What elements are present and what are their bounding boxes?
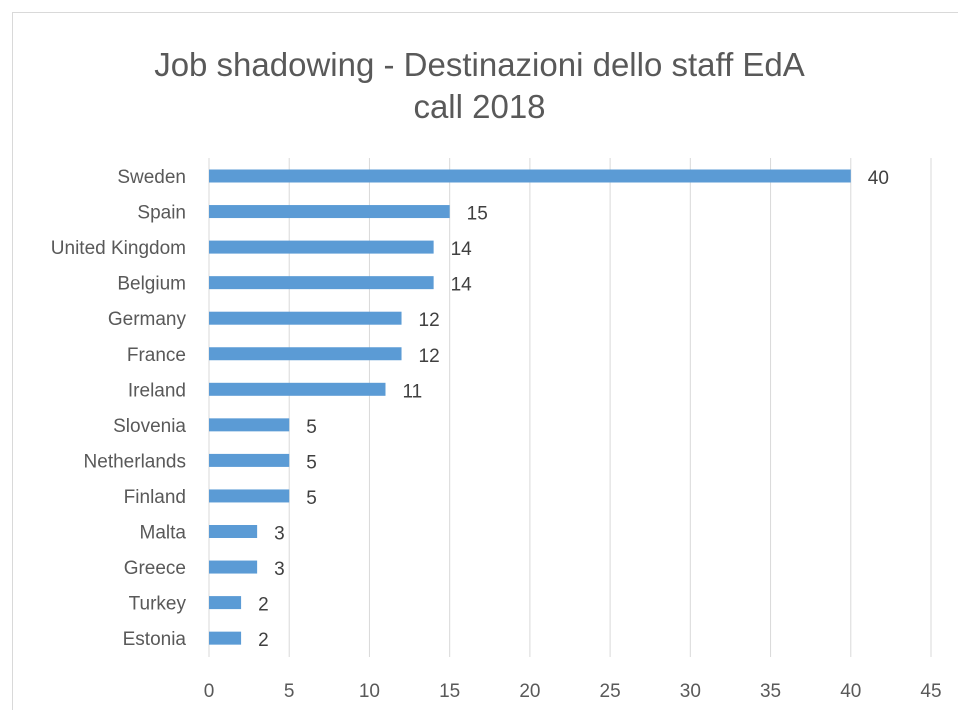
bars [209,169,851,645]
category-label-slovenia: Slovenia [113,416,186,437]
data-label-slovenia: 5 [306,417,317,438]
x-tick-label-15: 15 [439,681,460,702]
category-label-malta: Malta [140,523,187,544]
bar-france [209,347,402,361]
data-label-ireland: 11 [402,381,422,402]
data-label-united-kingdom: 14 [451,239,473,260]
bar-turkey [209,596,242,610]
category-label-greece: Greece [124,558,186,579]
data-label-germany: 12 [419,310,440,331]
chart-title: Job shadowing - Destinazioni dello staff… [0,44,959,128]
bar-malta [209,525,258,538]
gridlines [208,158,932,657]
bar-netherlands [209,453,290,467]
chart-title-line-2: call 2018 [413,88,546,126]
bar-estonia [209,631,242,645]
data-label-belgium: 14 [451,275,473,296]
bar-belgium [209,276,434,290]
x-tick-label-40: 40 [840,681,861,702]
category-label-estonia: Estonia [123,629,187,650]
data-label-finland: 5 [306,488,317,509]
bar-ireland [209,382,386,396]
data-label-turkey: 2 [258,595,269,616]
category-label-ireland: Ireland [128,380,186,401]
x-tick-label-45: 45 [920,681,941,702]
data-label-sweden: 40 [868,168,889,189]
x-tick-label-25: 25 [600,681,621,702]
category-label-turkey: Turkey [129,594,187,615]
x-tick-label-10: 10 [359,681,380,702]
data-label-netherlands: 5 [306,452,317,473]
x-tick-label-30: 30 [680,681,701,702]
category-label-sweden: Sweden [117,167,186,188]
data-label-estonia: 2 [258,630,269,651]
bar-united-kingdom [209,240,434,254]
x-tick-label-0: 0 [204,681,215,702]
chart-title-line-1: Job shadowing - Destinazioni dello staff… [154,46,805,83]
chart-area [12,12,958,710]
category-label-finland: Finland [124,487,186,508]
data-label-france: 12 [419,346,440,367]
data-label-greece: 3 [274,559,285,580]
category-label-belgium: Belgium [117,274,186,295]
bar-spain [209,205,450,219]
bar-slovenia [209,418,290,432]
bar-greece [209,560,258,574]
bar-sweden [209,169,851,183]
category-label-france: France [127,345,186,366]
data-label-spain: 15 [467,204,488,225]
bar-finland [209,489,290,503]
x-tick-label-35: 35 [760,681,781,702]
category-label-united-kingdom: United Kingdom [51,238,186,259]
bar-germany [209,311,402,325]
category-label-germany: Germany [108,309,187,330]
x-tick-label-5: 5 [284,681,295,702]
category-label-netherlands: Netherlands [84,451,186,472]
x-tick-label-20: 20 [519,681,540,702]
category-label-spain: Spain [137,203,186,224]
data-label-malta: 3 [274,524,285,545]
